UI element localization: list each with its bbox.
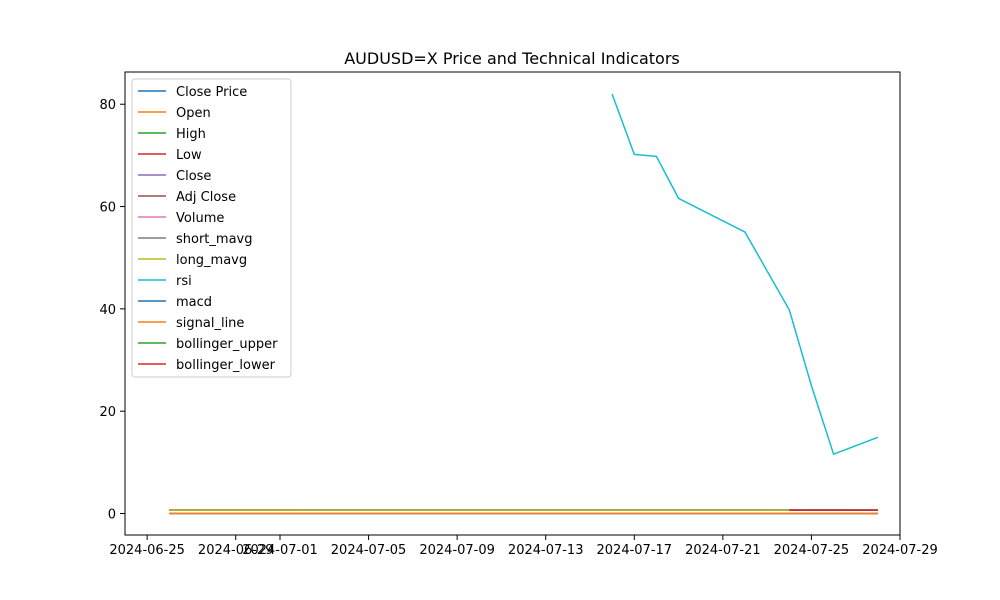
legend-label-signal-line: signal_line bbox=[176, 316, 244, 331]
legend-label-bollinger-upper: bollinger_upper bbox=[176, 337, 278, 352]
legend-label-rsi: rsi bbox=[176, 274, 192, 289]
x-tick-label: 2024-06-25 bbox=[109, 543, 185, 558]
x-tick-label: 2024-07-09 bbox=[419, 543, 495, 558]
y-tick-label: 20 bbox=[99, 405, 116, 420]
legend-label-open: Open bbox=[176, 106, 211, 121]
legend-label-short-mavg: short_mavg bbox=[176, 232, 252, 247]
x-tick-label: 2024-07-01 bbox=[242, 543, 318, 558]
axes-frame bbox=[124, 71, 901, 536]
series-line-rsi bbox=[611, 93, 879, 456]
x-tick-label: 2024-07-21 bbox=[685, 543, 761, 558]
x-tick-label: 2024-06-29 bbox=[198, 543, 274, 558]
y-tick-label: 40 bbox=[99, 303, 116, 318]
legend-label-close: Close bbox=[176, 169, 211, 184]
legend-label-bollinger-lower: bollinger_lower bbox=[176, 358, 276, 373]
y-axis: 0 20 40 60 80 bbox=[99, 98, 125, 523]
y-tick-label: 60 bbox=[99, 201, 116, 216]
x-tick-label: 2024-07-25 bbox=[774, 543, 850, 558]
legend-label-close-price: Close Price bbox=[176, 85, 247, 100]
legend-label-long-mavg: long_mavg bbox=[176, 253, 247, 268]
legend: Close Price Open High Low Close Adj Close Volu… bbox=[131, 78, 292, 378]
x-tick-label: 2024-07-13 bbox=[508, 543, 584, 558]
x-tick-label: 2024-07-17 bbox=[597, 543, 673, 558]
legend-label-high: High bbox=[176, 127, 206, 142]
x-tick-label: 2024-07-05 bbox=[331, 543, 407, 558]
x-tick-label: 2024-07-29 bbox=[862, 543, 938, 558]
legend-label-macd: macd bbox=[176, 295, 212, 310]
y-tick-label: 80 bbox=[99, 98, 116, 113]
legend-label-volume: Volume bbox=[176, 211, 224, 226]
legend-box bbox=[131, 78, 292, 378]
y-tick-label: 0 bbox=[108, 508, 116, 523]
legend-label-low: Low bbox=[176, 148, 202, 163]
plot-area bbox=[169, 93, 879, 515]
chart-title: AUDUSD=X Price and Technical Indicators bbox=[344, 49, 680, 68]
legend-label-adj-close: Adj Close bbox=[176, 190, 236, 205]
